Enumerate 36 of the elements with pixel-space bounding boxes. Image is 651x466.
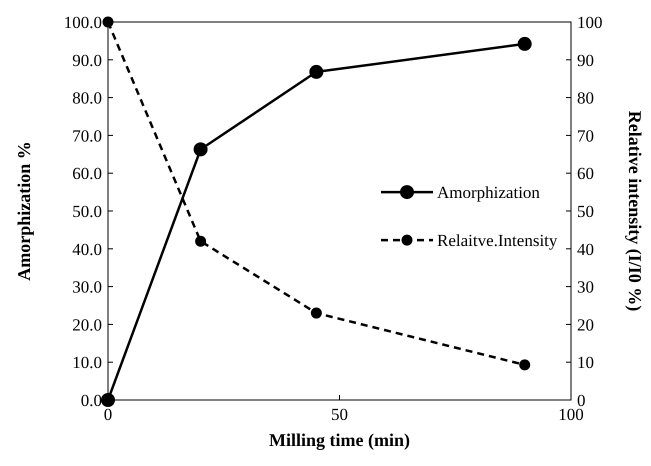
legend-label: Relaitve.Intensity (437, 231, 558, 250)
y-tick-label: 50.0 (72, 202, 102, 221)
y2-tick-label: 20 (577, 315, 594, 334)
y2-tick-label: 30 (577, 278, 594, 297)
y-tick-label: 90.0 (72, 50, 102, 70)
y-axis-title: Amorphization % (14, 141, 34, 281)
y2-tick-label: 60 (577, 164, 594, 184)
point (518, 36, 532, 51)
point (309, 64, 324, 79)
y2-tick-label: 10 (577, 353, 594, 372)
y2-tick-label: 50 (577, 202, 594, 221)
y-tick-label: 10.0 (72, 353, 102, 372)
y2-tick-label: 70 (577, 126, 594, 146)
point (310, 308, 322, 319)
y-tick-label: 0.0 (80, 390, 102, 410)
y-tick-label: 70.0 (72, 126, 102, 146)
y2-tick-label: 40 (577, 240, 594, 259)
y-tick-label: 20.0 (72, 315, 102, 334)
y-tick-label: 60.0 (72, 164, 102, 184)
y-tick-label: 30.0 (72, 278, 102, 297)
x-tick-label: 0 (104, 405, 112, 424)
y-tick-label: 80.0 (72, 88, 102, 108)
y-tick-label: 40.0 (72, 240, 102, 259)
x-axis-title: Milling time (min) (269, 430, 410, 450)
y2-tick-label: 100 (577, 12, 602, 32)
point (101, 393, 115, 407)
point (519, 359, 530, 370)
point (194, 142, 208, 156)
y2-axis-title: Relative intensity (I/I0 %) (625, 110, 645, 312)
y-tick-label: 100.0 (64, 12, 102, 32)
x-tick-label: 50 (331, 405, 348, 424)
legend-label: Amorphization (437, 183, 540, 202)
point (102, 16, 114, 28)
point (195, 236, 206, 247)
y2-tick-label: 80 (577, 88, 594, 108)
y2-tick-label: 90 (577, 50, 594, 70)
